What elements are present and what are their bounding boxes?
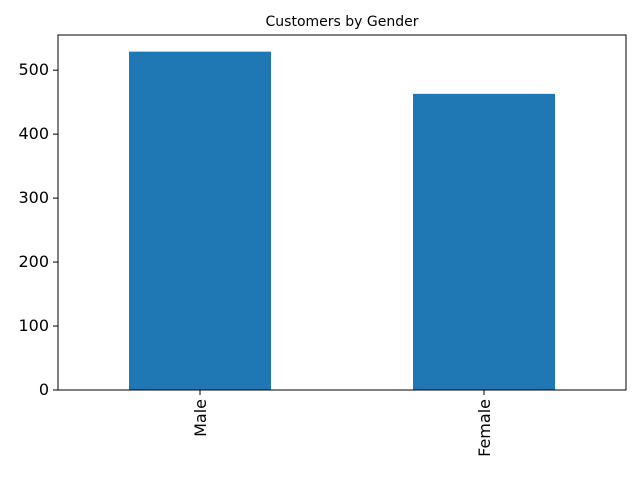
plot-frame — [57, 34, 627, 391]
y-tick-label: 400 — [18, 124, 49, 143]
x-axis: Male Female — [191, 390, 494, 457]
x-tick-label-male: Male — [191, 399, 210, 437]
y-axis: 0 100 200 300 400 500 — [18, 60, 58, 399]
x-tick-label-female: Female — [475, 399, 494, 457]
y-tick-label: 300 — [18, 188, 49, 207]
y-tick-label: 200 — [18, 252, 49, 271]
y-tick-label: 100 — [18, 316, 49, 335]
chart-title: Customers by Gender — [266, 14, 419, 30]
bar-male — [129, 51, 271, 391]
bars-group — [129, 51, 555, 391]
y-tick-label: 500 — [18, 60, 49, 79]
bar-female — [413, 93, 555, 390]
y-tick-label: 0 — [39, 380, 49, 399]
